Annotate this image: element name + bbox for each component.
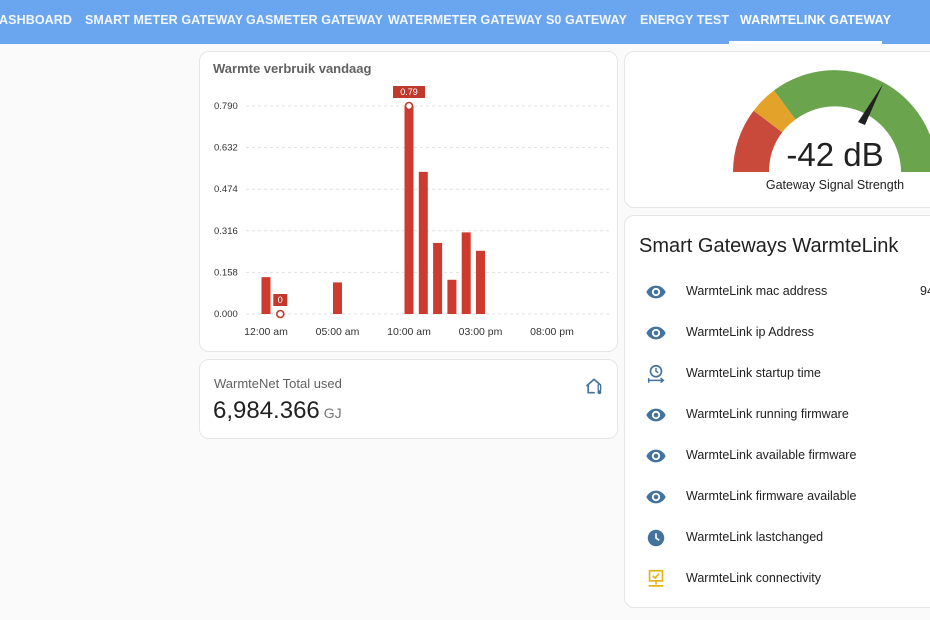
chart-bar: [333, 282, 342, 314]
chart-bar: [461, 232, 471, 314]
data-marker: [404, 101, 414, 111]
y-tick-label: 0.632: [214, 143, 238, 154]
entity-label: WarmteLink connectivity: [686, 571, 821, 585]
y-tick-label: 0.790: [214, 101, 238, 112]
entity-row-lastchanged[interactable]: WarmteLink lastchanged: [625, 517, 930, 558]
entity-row-ip-address[interactable]: WarmteLink ip Address: [625, 312, 930, 353]
entity-row-mac-address[interactable]: WarmteLink mac address 94: [625, 271, 930, 312]
y-tick-label: 0.316: [214, 226, 238, 237]
entity-label: WarmteLink ip Address: [686, 325, 815, 339]
data-label-box: [393, 86, 425, 98]
total-used-number: 6,984.366: [213, 397, 320, 424]
x-tick-label: 10:00 am: [387, 326, 431, 338]
tab-energy-test[interactable]: ENERGY TEST: [640, 13, 730, 27]
chart-bar: [433, 242, 443, 314]
eye-icon: [646, 285, 666, 299]
chart-bar: [404, 106, 414, 314]
signal-gauge: [733, 70, 930, 172]
lan-connect-icon: [648, 569, 664, 587]
data-label: 0: [278, 295, 283, 305]
chart-bar: [418, 171, 428, 314]
entity-row-startup-time[interactable]: WarmteLink startup time: [625, 353, 930, 394]
timer-restart-icon: [647, 364, 665, 384]
tab-warmtelink-gateway[interactable]: WARMTELINK GATEWAY: [740, 13, 892, 27]
x-tick-label: 03:00 pm: [459, 326, 503, 338]
gauge-segment-red: [733, 110, 783, 172]
gauge-segment-green: [774, 70, 930, 172]
gauge-value: -42 dB: [786, 136, 884, 173]
y-tick-label: 0.158: [214, 267, 238, 278]
tab-s0-gateway[interactable]: S0 GATEWAY: [546, 13, 627, 27]
total-used-value: 6,984.366 GJ: [213, 397, 342, 425]
gauge-segment-yellow: [753, 90, 796, 133]
total-used-unit: GJ: [323, 405, 342, 421]
eye-icon: [646, 449, 666, 463]
eye-icon: [646, 490, 666, 504]
entity-label: WarmteLink lastchanged: [686, 530, 824, 544]
entity-row-available-firmware[interactable]: WarmteLink available firmware: [625, 435, 930, 476]
clock-icon: [647, 529, 665, 547]
gauge-label: Gateway Signal Strength: [765, 178, 905, 192]
home-thermometer-icon: [585, 378, 602, 395]
x-tick-label: 12:00 am: [244, 326, 288, 338]
entity-value: 94: [920, 284, 930, 298]
y-tick-label: 0.000: [214, 309, 238, 320]
chart-card: Warmte verbruik vandaag 0.000 0.158 0.316 0…: [199, 51, 618, 352]
entity-row-firmware-available[interactable]: WarmteLink firmware available: [625, 476, 930, 517]
entity-label: WarmteLink firmware available: [686, 489, 857, 503]
tab-gasmeter-gateway[interactable]: GASMETER GATEWAY: [246, 13, 384, 27]
tab-smart-meter-gateway[interactable]: SMART METER GATEWAY: [85, 13, 244, 27]
entity-label: WarmteLink startup time: [686, 366, 821, 380]
data-marker: [276, 309, 285, 319]
data-label: 0.79: [400, 87, 418, 97]
tab-watermeter-gateway[interactable]: WATERMETER GATEWAY: [388, 13, 543, 27]
chart-bar: [476, 250, 485, 314]
chart-bar: [261, 277, 271, 314]
gauge-needle: [858, 84, 883, 125]
signal-gauge-card[interactable]: -42 dB Gateway Signal Strength: [624, 51, 930, 208]
entity-label: WarmteLink mac address: [686, 284, 828, 298]
eye-icon: [646, 408, 666, 422]
entity-label: WarmteLink available firmware: [686, 448, 857, 462]
eye-icon: [646, 326, 666, 340]
entity-row-connectivity[interactable]: WarmteLink connectivity: [625, 558, 930, 599]
y-tick-label: 0.474: [214, 184, 238, 195]
entity-label: WarmteLink running firmware: [686, 407, 849, 421]
entities-card-title: Smart Gateways WarmteLink: [639, 235, 899, 257]
tab-dashboard[interactable]: ASHBOARD: [0, 13, 73, 27]
x-tick-label: 08:00 pm: [530, 326, 574, 338]
entity-row-running-firmware[interactable]: WarmteLink running firmware: [625, 394, 930, 435]
data-label-box: [273, 294, 288, 306]
active-tab-indicator: [729, 41, 882, 44]
chart-title: Warmte verbruik vandaag: [213, 61, 372, 76]
entities-card: Smart Gateways WarmteLink WarmteLink mac…: [624, 215, 930, 608]
x-tick-label: 05:00 am: [316, 326, 360, 338]
total-used-title: WarmteNet Total used: [214, 376, 342, 391]
total-used-card[interactable]: WarmteNet Total used 6,984.366 GJ: [199, 359, 618, 439]
chart-bar: [447, 279, 457, 314]
top-navigation-bar: ASHBOARD SMART METER GATEWAY GASMETER GA…: [0, 0, 930, 44]
